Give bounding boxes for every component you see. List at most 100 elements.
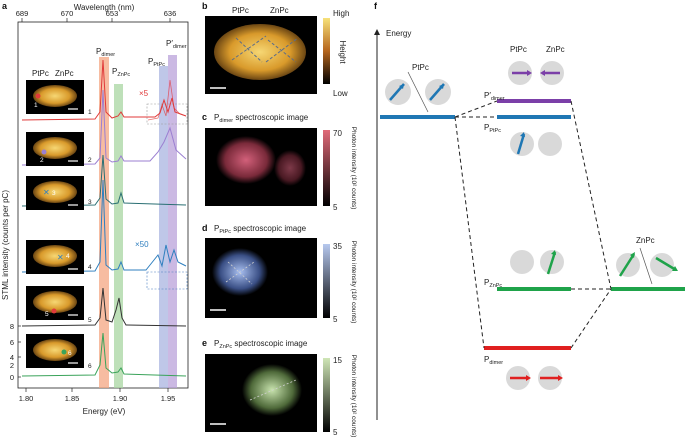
top-axis-title: Wavelength (nm) — [74, 3, 135, 12]
y-tick-0: 0 — [10, 373, 14, 382]
panel-b-label: b — [202, 1, 208, 11]
tip-num-1: 1 — [34, 102, 38, 109]
energy-axis-title: Energy — [386, 29, 411, 38]
label-p-dimer: Pdimer — [484, 355, 503, 366]
top-ticks: 689 670 653 636 — [16, 9, 177, 22]
panel-c-label: c — [202, 112, 207, 122]
y-tick-6: 6 — [10, 338, 14, 347]
stm-inset-1: 1 — [26, 80, 84, 114]
y-tick-4: 4 — [10, 353, 14, 362]
y-tick-8: 8 — [10, 322, 14, 331]
tip-marker-4: ✕ — [57, 253, 64, 262]
cbar-min-d: 5 — [333, 315, 338, 324]
trace-num-5: 5 — [88, 317, 92, 324]
bottom-tick-2: 1.85 — [65, 394, 80, 403]
stm-inset-5: 5 — [26, 286, 84, 320]
correlation-lines — [454, 100, 612, 349]
title-c: Pdimer spectroscopic image — [214, 113, 309, 124]
peak-label-dimer: Pdimer — [96, 47, 115, 58]
panel-a-label: a — [2, 1, 8, 11]
label-znpc-a: ZnPc — [55, 69, 74, 78]
trace-num-1: 1 — [88, 109, 92, 116]
colorbar-d — [323, 244, 330, 318]
panel-f: f Energy PtPc P′dimer PPtPc PZnPc Pdimer… — [374, 1, 685, 420]
trace-1 — [21, 59, 187, 121]
stm-inset-3: ✕ 3 — [26, 176, 84, 210]
trace-3 — [21, 154, 187, 207]
peak-label-ptpc: PPtPc — [148, 57, 165, 68]
label-ptpc-a: PtPc — [32, 69, 49, 78]
label-znpc-b: ZnPc — [270, 6, 289, 15]
bottom-tick-4: 1.95 — [161, 394, 176, 403]
tip-num-3: 3 — [52, 190, 56, 197]
trace-4 — [21, 179, 187, 273]
y-axis-title: STML intensity (counts per pC) — [1, 190, 10, 300]
label-dimer-pair-ptpc: PtPc — [510, 45, 527, 54]
top-tick-2: 670 — [61, 9, 74, 18]
trace-1-zoom — [147, 79, 187, 121]
cbar-max-c: 70 — [333, 129, 342, 138]
zoom-label-bottom: ×50 — [135, 240, 149, 249]
trace-6 — [21, 332, 187, 377]
label-p-ptpc: PPtPc — [484, 123, 501, 134]
trace-2 — [21, 89, 187, 166]
cbar-max-e: 15 — [333, 356, 342, 365]
label-p-znpc: PZnPc — [484, 278, 502, 289]
peak-label-znpc: PZnPc — [112, 67, 130, 78]
spectra — [21, 59, 187, 377]
cbar-title-d: Photon intensity (10² counts) — [350, 241, 357, 324]
tip-marker-6 — [61, 349, 67, 355]
label-ptpc-b: PtPc — [232, 6, 249, 15]
tip-num-6: 6 — [68, 350, 72, 357]
tip-marker-5 — [51, 308, 57, 314]
label-ptpc-f: PtPc — [412, 63, 429, 72]
molecule-pair-ptpc — [385, 71, 451, 113]
bottom-tick-1: 1.80 — [19, 394, 34, 403]
tip-marker-1 — [35, 93, 41, 99]
molecule-pair-znpc — [616, 247, 678, 285]
peak-label-prime: P′dimer — [166, 39, 187, 50]
panel-e-label: e — [202, 338, 207, 348]
label-dimer-pair-znpc: ZnPc — [546, 45, 565, 54]
band-ptpc — [159, 66, 168, 388]
zoom-box-bottom — [146, 271, 188, 290]
trace-num-3: 3 — [88, 199, 92, 206]
top-tick-4: 636 — [164, 9, 177, 18]
trace-num-2: 2 — [88, 157, 92, 164]
cbar-title-b: Height — [338, 40, 347, 64]
label-znpc-f: ZnPc — [636, 236, 655, 245]
colorbar-e — [323, 358, 330, 432]
stm-inset-6: 6 — [26, 334, 84, 368]
panel-a: a Wavelength (nm) 689 670 653 636 1.80 1… — [1, 1, 189, 416]
panel-d-label: d — [202, 223, 208, 233]
panel-f-label: f — [374, 1, 378, 11]
trace-num-6: 6 — [88, 363, 92, 370]
cbar-title-e: Photon intensity (10² counts) — [350, 355, 357, 438]
trace-num-4: 4 — [88, 264, 92, 271]
trace-5 — [21, 287, 187, 327]
top-tick-1: 689 — [16, 9, 29, 18]
y-tick-2: 2 — [10, 361, 14, 370]
cbar-min-e: 5 — [333, 428, 338, 437]
panel-d: d PPtPc spectroscopic image 35 5 Photon … — [202, 223, 357, 324]
molecule-pair-dimer — [506, 366, 563, 390]
cbar-title-c: Photon intensity (10² counts) — [350, 127, 357, 210]
zoom-label-top: ×5 — [139, 89, 149, 98]
zoom-box-top — [146, 103, 188, 125]
molecule-pair-prime — [508, 61, 564, 85]
tip-marker-2 — [41, 149, 47, 155]
colorbar-height — [323, 18, 330, 84]
top-tick-3: 653 — [106, 9, 119, 18]
tip-num-5: 5 — [45, 311, 49, 318]
panel-e: e PZnPc spectroscopic image 15 5 Photon … — [202, 338, 357, 437]
band-prime — [168, 55, 177, 388]
cbar-max-d: 35 — [333, 242, 342, 251]
tip-marker-3: ✕ — [43, 188, 50, 197]
cbar-high: High — [333, 9, 349, 18]
tip-num-4: 4 — [66, 253, 70, 260]
y-ticks: 8 6 4 2 0 — [10, 322, 21, 382]
panel-b: b PtPc ZnPc High Low Height — [202, 1, 349, 98]
bottom-tick-3: 1.90 — [113, 394, 128, 403]
stm-inset-2: 2 — [26, 132, 84, 166]
